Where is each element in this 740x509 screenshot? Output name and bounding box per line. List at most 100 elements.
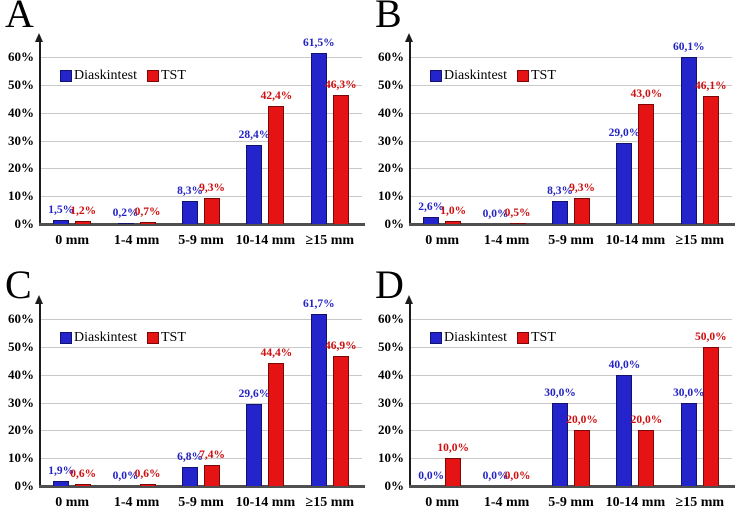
bar-diaskintest bbox=[182, 467, 198, 486]
legend-swatch-diaskintest-icon bbox=[430, 69, 442, 82]
legend: Diaskintest TST bbox=[60, 330, 186, 345]
bar-tst bbox=[702, 95, 719, 224]
x-axis-baseline bbox=[39, 485, 365, 488]
legend-item-tst: TST bbox=[517, 68, 556, 83]
y-tick-label: 10% bbox=[378, 188, 404, 204]
bar-diaskintest bbox=[680, 56, 697, 224]
bar-diaskintest bbox=[680, 402, 697, 486]
gridline-40 bbox=[40, 374, 362, 376]
legend-swatch-diaskintest-icon bbox=[430, 331, 442, 344]
bar-diaskintest bbox=[552, 200, 568, 224]
y-tick-label: 20% bbox=[378, 160, 404, 176]
bar-value-label-tst: 44,4% bbox=[260, 346, 293, 359]
x-category-label: ≥15 mm bbox=[675, 495, 725, 509]
gridline-50 bbox=[410, 85, 732, 86]
y-tick-label: 40% bbox=[378, 104, 404, 120]
bar-value-label-tst: 10,0% bbox=[437, 442, 469, 455]
y-axis-line bbox=[39, 42, 41, 224]
legend-item-tst: TST bbox=[517, 330, 556, 345]
bar-value-label-diaskintest: 60,1% bbox=[672, 40, 705, 53]
legend-swatch-diaskintest-icon bbox=[60, 69, 72, 82]
gridline-30 bbox=[410, 140, 732, 142]
bar-value-label-diaskintest: 30,0% bbox=[544, 386, 576, 399]
bar-value-label-diaskintest: 28,4% bbox=[238, 129, 271, 142]
panel-letter: B bbox=[375, 0, 402, 36]
bar-value-label-diaskintest: 1,5% bbox=[48, 203, 75, 216]
legend-item-tst: TST bbox=[147, 330, 186, 345]
y-axis-arrow-icon bbox=[405, 33, 413, 42]
y-tick-label: 30% bbox=[378, 394, 404, 410]
bar-tst bbox=[332, 95, 349, 224]
y-tick-label: 60% bbox=[8, 311, 34, 327]
x-category-label: 5-9 mm bbox=[178, 495, 224, 509]
x-category-label: 1-4 mm bbox=[483, 233, 530, 248]
y-tick-label: 20% bbox=[8, 422, 34, 438]
bar-value-label-tst: 50,0% bbox=[694, 331, 727, 343]
bar-value-label-tst: 1,0% bbox=[440, 205, 467, 218]
bar-value-label-diaskintest: 29,0% bbox=[608, 127, 641, 140]
x-category-label: 0 mm bbox=[55, 233, 90, 248]
x-category-label: 10-14 mm bbox=[235, 495, 296, 509]
bar-value-label-diaskintest: 2,6% bbox=[418, 200, 445, 213]
bar-tst bbox=[638, 430, 655, 486]
bar-diaskintest bbox=[423, 216, 440, 224]
legend-swatch-diaskintest-icon bbox=[60, 331, 72, 344]
legend-label-tst: TST bbox=[531, 68, 556, 83]
bar-value-label-tst: 46,1% bbox=[694, 79, 727, 92]
y-tick-label: 50% bbox=[378, 339, 404, 354]
bar-value-label-diaskintest: 29,6% bbox=[238, 387, 271, 400]
gridline-40 bbox=[410, 112, 732, 114]
bar-diaskintest bbox=[246, 403, 263, 486]
bar-diaskintest bbox=[53, 480, 70, 486]
bar-diaskintest bbox=[246, 145, 263, 224]
bar-value-label-tst: 20,0% bbox=[630, 414, 663, 427]
bar-tst bbox=[204, 198, 220, 224]
legend-item-diaskintest: Diaskintest bbox=[430, 330, 507, 345]
bar-value-label-tst: 0,6% bbox=[134, 468, 161, 481]
gridline-60 bbox=[40, 319, 362, 321]
y-tick-label: 50% bbox=[378, 77, 404, 92]
y-tick-label: 0% bbox=[14, 478, 35, 493]
x-axis-baseline bbox=[39, 223, 365, 226]
x-category-label: 5-9 mm bbox=[548, 495, 594, 509]
y-tick-label: 10% bbox=[378, 450, 404, 466]
legend: Diaskintest TST bbox=[430, 330, 556, 345]
x-category-label: 1-4 mm bbox=[113, 233, 160, 248]
bar-value-label-tst: 1,2% bbox=[70, 204, 97, 217]
bar-tst bbox=[268, 362, 285, 486]
y-axis-line bbox=[409, 42, 411, 224]
x-category-label: ≥15 mm bbox=[675, 233, 725, 248]
legend-swatch-tst-icon bbox=[517, 331, 529, 344]
bar-value-label-tst: 9,3% bbox=[569, 182, 595, 195]
x-category-label: 0 mm bbox=[55, 495, 90, 509]
bar-value-label-diaskintest: 61,7% bbox=[302, 298, 335, 311]
bar-diaskintest bbox=[310, 314, 327, 486]
bar-tst bbox=[332, 355, 349, 486]
bar-tst bbox=[638, 104, 655, 224]
x-category-label: 0 mm bbox=[425, 495, 460, 509]
bar-tst bbox=[204, 465, 220, 486]
x-category-label: 1-4 mm bbox=[483, 495, 530, 509]
gridline-10 bbox=[40, 196, 362, 198]
gridline-40 bbox=[40, 112, 362, 114]
gridline-20 bbox=[410, 430, 732, 432]
y-tick-label: 20% bbox=[378, 422, 404, 438]
bar-tst bbox=[445, 221, 462, 224]
y-axis-line bbox=[409, 304, 411, 486]
bar-diaskintest bbox=[310, 53, 327, 224]
legend-swatch-tst-icon bbox=[147, 331, 159, 344]
legend-item-diaskintest: Diaskintest bbox=[60, 330, 137, 345]
bar-value-label-diaskintest: 0,0% bbox=[112, 470, 139, 482]
gridline-40 bbox=[410, 374, 732, 376]
bar-value-label-tst: 20,0% bbox=[566, 414, 598, 427]
bar-value-label-tst: 0,6% bbox=[70, 468, 97, 481]
gridline-20 bbox=[40, 168, 362, 170]
bar-value-label-tst: 43,0% bbox=[630, 88, 663, 101]
panel-letter: A bbox=[5, 0, 34, 36]
y-axis-arrow-icon bbox=[405, 295, 413, 304]
chart-panel-D: D 0% 10% 20% 30% 40% 50% 60% Diaskintest TST 0 mm 0… bbox=[370, 255, 740, 509]
bar-value-label-tst: 0,5% bbox=[504, 206, 531, 219]
bar-value-label-diaskintest: 8,3% bbox=[177, 184, 203, 197]
gridline-10 bbox=[410, 196, 732, 198]
